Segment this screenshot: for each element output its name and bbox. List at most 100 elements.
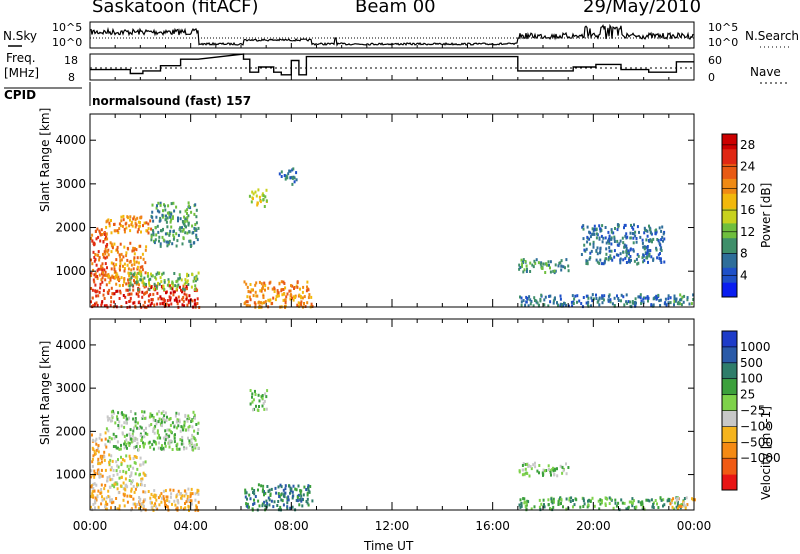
power-cell <box>153 282 156 286</box>
power-cell <box>168 233 171 237</box>
power-cell <box>188 204 191 208</box>
velocity-cell <box>190 499 193 503</box>
power-cell <box>540 293 543 297</box>
power-cell <box>140 270 143 274</box>
velocity-cell <box>152 429 155 433</box>
velocity-cell <box>140 502 143 506</box>
velocity-cell <box>615 504 618 508</box>
power-cell <box>545 262 548 266</box>
velocity-cell <box>562 469 565 473</box>
power-cell <box>633 223 635 227</box>
power-cell <box>107 248 110 252</box>
station-title: Saskatoon (fitACF) <box>92 0 259 17</box>
velocity-cell <box>282 503 285 507</box>
power-cell <box>123 230 126 234</box>
power-cell <box>649 239 652 243</box>
velocity-cell <box>101 495 103 499</box>
power-cell <box>623 243 626 247</box>
velocity-cell <box>138 507 140 511</box>
velocity-cell <box>153 504 156 508</box>
velocity-cell <box>120 455 122 459</box>
velocity-cell <box>175 447 178 451</box>
velocity-cell <box>253 498 255 502</box>
velocity-cell <box>662 504 664 508</box>
velocity-cell <box>150 423 153 426</box>
power-cell <box>104 270 107 274</box>
power-cell <box>149 303 152 307</box>
power-cell <box>294 296 297 299</box>
power-cell <box>659 252 661 255</box>
power-cell <box>103 297 106 300</box>
power-cell <box>623 226 625 230</box>
velocity-cell <box>113 485 116 489</box>
power-cell <box>101 276 104 280</box>
power-cell <box>609 254 612 258</box>
velocity-cell <box>527 464 530 468</box>
power-cell <box>592 242 595 246</box>
velocity-cell <box>254 393 257 396</box>
velocity-cell <box>534 461 536 465</box>
velocity-cell <box>261 397 264 400</box>
velocity-cell <box>160 420 163 424</box>
velocity-cell <box>127 441 130 445</box>
velocity-cell <box>92 494 95 498</box>
velocity-cell <box>108 495 111 499</box>
velocity-cell <box>122 415 125 419</box>
velocity-cell <box>685 504 688 508</box>
power-cell <box>148 284 151 288</box>
velocity-cell <box>631 504 634 508</box>
velocity-cell <box>132 439 134 443</box>
velocity-cell <box>177 501 180 505</box>
velocity-cell <box>144 490 147 494</box>
power-cell <box>179 210 182 214</box>
velocity-cell <box>523 472 526 476</box>
power-cell <box>291 296 293 300</box>
velocity-cell <box>174 414 177 418</box>
power-cell <box>116 229 119 233</box>
velocity-cell <box>92 482 95 486</box>
power-cell <box>592 240 595 244</box>
power-cell <box>622 250 625 254</box>
power-cell <box>155 277 158 281</box>
power-cell <box>186 280 189 284</box>
power-cell <box>156 271 159 275</box>
velocity-cell <box>520 504 523 508</box>
power-cell <box>180 288 182 292</box>
power-cell <box>599 258 602 262</box>
velocity-cell <box>685 496 688 500</box>
velocity-cell <box>176 506 179 510</box>
velocity-cell <box>625 507 628 511</box>
power-cell <box>607 294 610 298</box>
velocity-cell <box>118 507 121 511</box>
power-cell <box>125 288 128 292</box>
velocity-cell <box>279 483 282 487</box>
power-cell <box>608 249 611 253</box>
velocity-cell <box>129 434 132 438</box>
power-cell <box>522 299 525 303</box>
power-cell <box>94 283 97 287</box>
power-cell <box>607 230 610 234</box>
power-cell <box>534 261 537 265</box>
velocity-cell <box>522 462 525 466</box>
power-colorbar-swatch <box>722 282 737 298</box>
velocity-cell <box>303 485 306 489</box>
velocity-cell <box>137 448 140 452</box>
power-cell <box>127 267 130 271</box>
power-cell <box>156 209 159 213</box>
velocity-cell <box>246 497 248 501</box>
power-cell <box>547 304 550 308</box>
velocity-cell <box>306 493 309 497</box>
velocity-cell <box>160 500 163 504</box>
power-cell <box>625 300 628 304</box>
power-cell <box>647 252 650 256</box>
power-cell <box>526 297 529 300</box>
power-cell <box>639 235 642 239</box>
power-cell <box>669 301 672 305</box>
power-cell <box>136 256 139 260</box>
velocity-cell <box>130 473 133 477</box>
velocity-cell <box>538 505 541 509</box>
power-cell <box>601 224 604 228</box>
velocity-cell <box>112 473 115 477</box>
power-cell <box>613 304 616 308</box>
power-cell <box>158 210 161 214</box>
